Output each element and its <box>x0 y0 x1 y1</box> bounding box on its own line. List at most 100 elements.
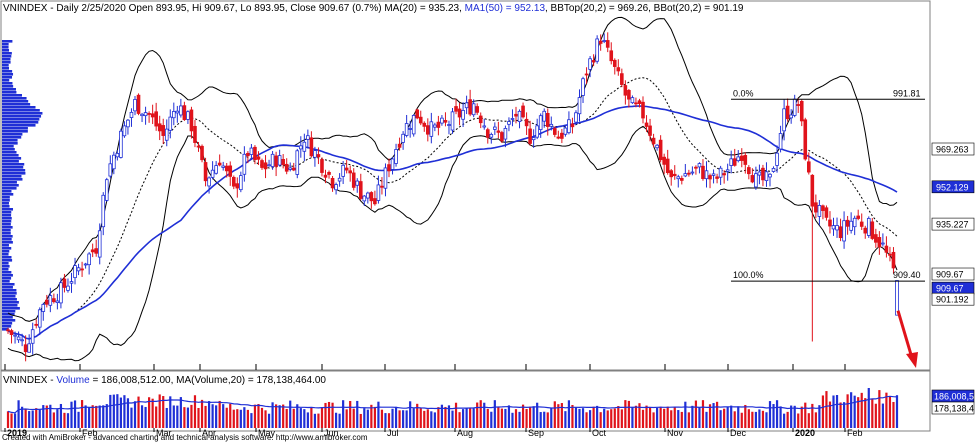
x-axis: 2019 Feb Mar Apr May Jun Jul Aug Sep Oct Nov Dec 202… <box>4 364 863 438</box>
candle-body <box>641 101 645 119</box>
profile-bar <box>2 58 11 61</box>
candle-body <box>747 167 751 175</box>
candle-body <box>13 334 17 337</box>
volume-bar <box>772 404 775 428</box>
profile-bar <box>2 217 12 220</box>
volume-bar <box>275 404 278 428</box>
candle-body <box>461 110 465 120</box>
profile-bar <box>2 199 10 202</box>
candle-body <box>97 230 102 258</box>
profile-bar <box>2 163 25 166</box>
candle-body <box>80 268 84 271</box>
fib-pct-label: 0.0% <box>733 88 754 98</box>
candle-body <box>732 158 737 166</box>
profile-bar <box>2 307 20 310</box>
volume-bar <box>359 413 362 428</box>
candle-body <box>531 137 536 141</box>
candle-body <box>644 122 649 127</box>
volume-bar <box>158 394 161 428</box>
volume-bar <box>885 392 888 428</box>
volume-bar <box>31 410 34 428</box>
x-tick-label: 2019 <box>7 428 27 438</box>
profile-bar <box>2 145 14 148</box>
credit-line: Created with AmiBroker - advanced charti… <box>2 433 368 442</box>
profile-bar <box>2 142 18 145</box>
candle-body <box>514 113 518 117</box>
volume-bar <box>17 400 20 428</box>
candle-body <box>404 123 409 136</box>
volume-bar <box>504 408 507 428</box>
volume-bars <box>6 388 899 428</box>
candle-body <box>521 105 525 118</box>
price-pane-title: VNINDEX - Daily 2/25/2020 Open 893.95, H… <box>3 3 744 14</box>
volume-bar <box>306 412 309 428</box>
volume-bar <box>172 405 175 428</box>
volume-bar <box>634 405 638 428</box>
volume-bar <box>112 394 115 428</box>
candle-body <box>164 128 169 141</box>
volume-bar <box>737 406 740 428</box>
volume-bar <box>426 409 429 428</box>
volume-bar <box>49 404 52 428</box>
profile-bar <box>2 277 12 280</box>
candle-body <box>831 225 836 230</box>
profile-bar <box>2 175 22 178</box>
candlesticks <box>6 32 899 362</box>
volume-bar <box>211 404 214 428</box>
candle-body <box>630 97 635 104</box>
candle-body <box>750 175 755 183</box>
volume-bar <box>126 398 130 428</box>
candle-body <box>591 60 596 63</box>
candle-body <box>895 280 899 316</box>
candle-body <box>45 299 49 305</box>
profile-bar <box>2 106 36 109</box>
price-tag-label: 935.227 <box>936 220 969 230</box>
volume-bar <box>518 411 521 428</box>
volume-tag-box <box>931 401 975 415</box>
volume-bar <box>56 409 59 428</box>
candle-body <box>422 122 427 127</box>
volume-bar <box>165 407 168 428</box>
candle-body <box>764 171 769 182</box>
volume-bar <box>232 409 235 428</box>
candle-body <box>408 128 412 130</box>
candle-body <box>143 112 148 117</box>
candle-body <box>172 111 176 119</box>
volume-bar <box>892 401 895 428</box>
volume-bar <box>338 413 341 428</box>
candle-body <box>136 94 141 114</box>
volume-bar <box>479 400 482 428</box>
candle-body <box>634 102 638 105</box>
profile-bar <box>2 67 10 70</box>
svg-text:VNINDEX - Volume = 186,008,512: VNINDEX - Volume = 186,008,512.00, MA(Vo… <box>3 375 326 386</box>
volume-tag-label: 186,008,5 <box>934 392 974 402</box>
profile-bar <box>2 250 10 253</box>
candle-body <box>260 160 264 168</box>
volume-bar <box>207 401 211 428</box>
profile-bar <box>2 310 16 313</box>
candle-body <box>6 329 10 332</box>
volume-bar <box>461 409 465 428</box>
volume-bar <box>352 408 355 428</box>
volume-bar <box>694 400 698 428</box>
candle-body <box>440 117 444 124</box>
volume-bar <box>521 404 525 428</box>
profile-bar <box>2 202 9 205</box>
profile-bar <box>2 151 17 154</box>
candle-body <box>471 103 476 116</box>
candle-body <box>30 329 35 344</box>
volume-bar <box>45 405 48 428</box>
profile-bar <box>2 268 9 271</box>
volume-bar <box>324 402 327 428</box>
candle-body <box>327 171 331 175</box>
candle-body <box>76 267 81 272</box>
candle-body <box>330 177 335 189</box>
volume-bar <box>751 411 754 428</box>
profile-bar <box>2 166 24 169</box>
candle-body <box>715 176 719 179</box>
profile-bar <box>2 154 19 157</box>
volume-bar <box>627 400 630 428</box>
profile-bar <box>2 271 12 274</box>
volume-bar <box>409 401 412 428</box>
profile-bar <box>2 295 16 298</box>
